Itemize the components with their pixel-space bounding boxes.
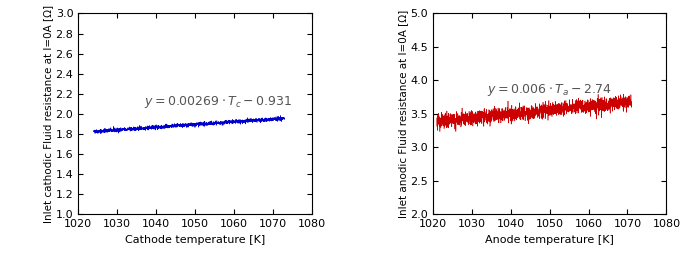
X-axis label: Anode temperature [K]: Anode temperature [K]	[486, 235, 614, 245]
Y-axis label: Inlet cathodic Fluid resistance at I=0A [Ω]: Inlet cathodic Fluid resistance at I=0A …	[43, 5, 52, 223]
Text: $y = 0.00269 \cdot T_c - 0.931$: $y = 0.00269 \cdot T_c - 0.931$	[144, 94, 292, 110]
Y-axis label: Inlet anodic Fluid resistance at I=0A [Ω]: Inlet anodic Fluid resistance at I=0A [Ω…	[398, 10, 407, 218]
Text: $y = 0.006 \cdot T_a - 2.74$: $y = 0.006 \cdot T_a - 2.74$	[488, 83, 612, 98]
X-axis label: Cathode temperature [K]: Cathode temperature [K]	[125, 235, 265, 245]
